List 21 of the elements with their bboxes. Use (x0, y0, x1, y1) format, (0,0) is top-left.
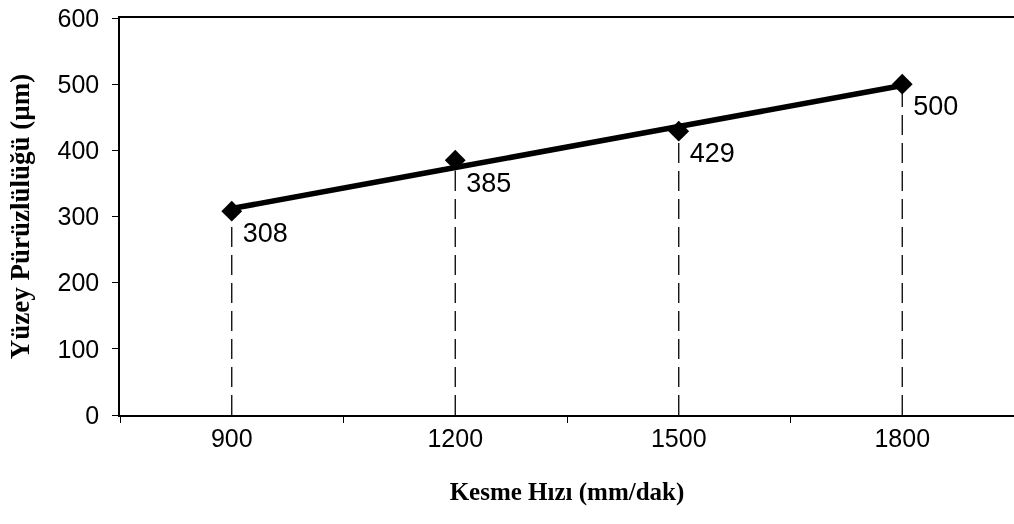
y-tick-label: 200 (57, 268, 100, 297)
x-tick-label: 900 (210, 423, 253, 452)
x-tick-label: 1800 (874, 423, 931, 452)
y-tick-label: 100 (57, 334, 100, 363)
data-label: 308 (242, 218, 288, 249)
point (444, 149, 466, 171)
point (668, 120, 690, 142)
point (891, 73, 913, 95)
data-label: 429 (689, 138, 735, 169)
y-tick-label: 0 (85, 400, 100, 429)
x-axis-title: Kesme Hızı (mm/dak) (449, 478, 685, 507)
y-tick-label: 600 (57, 3, 100, 32)
y-axis-title: Yüzey Pürüzlülüğü (µm) (5, 73, 36, 360)
y-tick-label: 400 (57, 136, 100, 165)
y-tick-label: 300 (57, 202, 100, 231)
data-label: 385 (466, 167, 512, 198)
x-tick-label: 1200 (427, 423, 484, 452)
data-label: 500 (913, 91, 959, 122)
y-tick-label: 500 (57, 69, 100, 98)
point (221, 200, 243, 222)
x-tick-label: 1500 (650, 423, 707, 452)
